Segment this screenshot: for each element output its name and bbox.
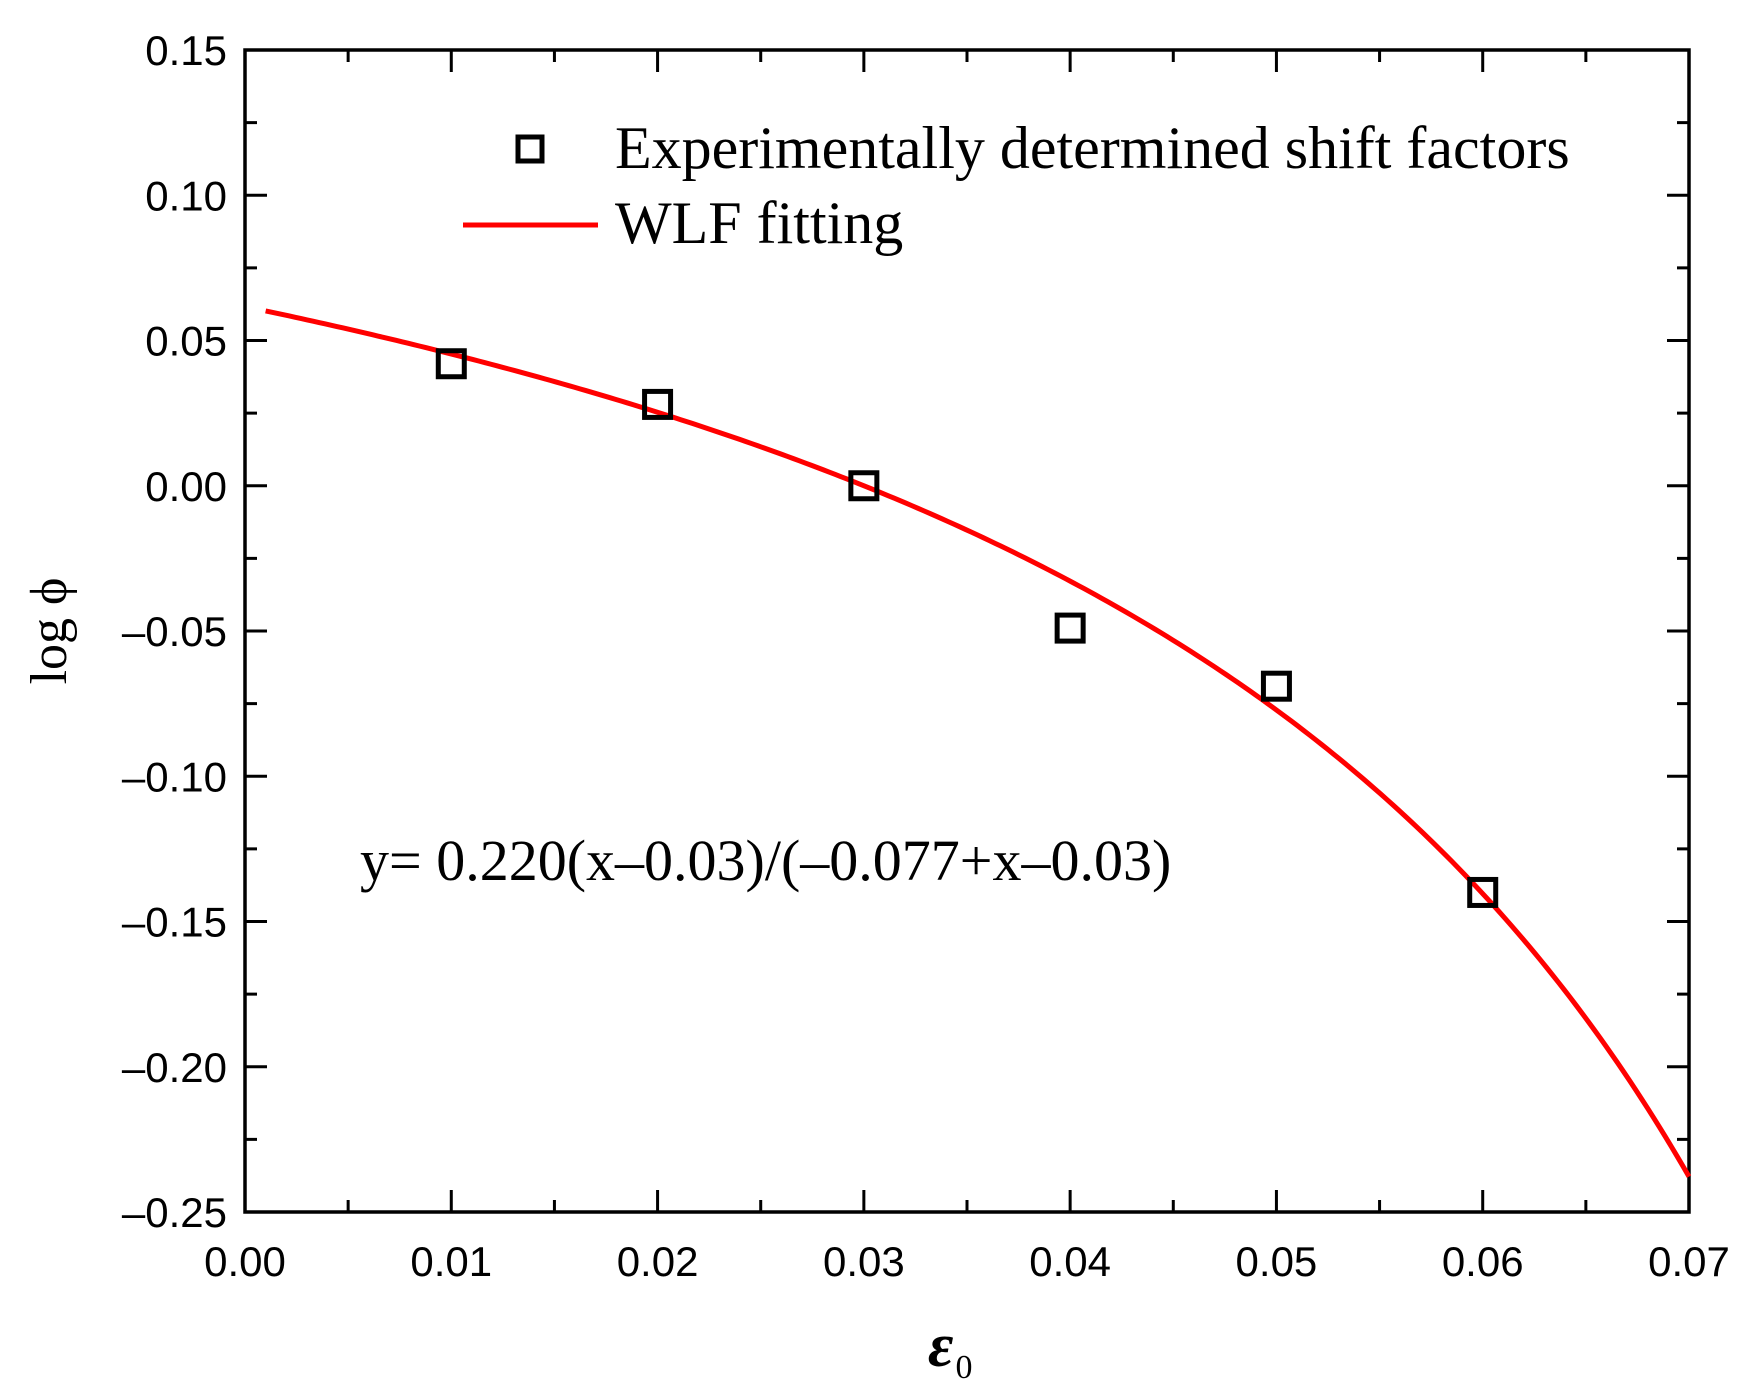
data-point	[1467, 876, 1499, 908]
x-tick-label: 0.02	[617, 1238, 699, 1285]
wlf-fit-line	[265, 308, 1692, 1178]
x-tick-label: 0.04	[1029, 1238, 1111, 1285]
x-tick-label: 0.03	[823, 1238, 905, 1285]
y-tick-label: –0.20	[122, 1044, 227, 1091]
data-point	[642, 388, 674, 420]
axis-ticks	[243, 48, 1691, 1214]
experimental-series	[435, 348, 1499, 908]
x-axis-label-subscript: 0	[955, 1349, 972, 1386]
x-tick-label: 0.05	[1236, 1238, 1318, 1285]
legend-label-experimental: Experimentally determined shift factors	[615, 115, 1570, 181]
y-tick-label: –0.05	[122, 608, 227, 655]
equation-annotation: y= 0.220(x–0.03)/(–0.077+x–0.03)	[360, 828, 1171, 893]
wlf-fit-series	[265, 308, 1692, 1178]
legend: Experimentally determined shift factors …	[463, 115, 1570, 256]
legend-label-wlf: WLF fitting	[615, 190, 903, 256]
x-tick-label: 0.00	[204, 1238, 286, 1285]
x-tick-label: 0.07	[1648, 1238, 1730, 1285]
data-point	[1054, 612, 1086, 644]
y-tick-label: 0.15	[145, 27, 227, 74]
y-tick-label: –0.10	[122, 753, 227, 800]
y-tick-label: 0.05	[145, 318, 227, 365]
x-axis-label: ε0	[928, 1312, 972, 1386]
legend-marker-experimental	[515, 134, 545, 164]
y-tick-label: 0.10	[145, 172, 227, 219]
data-point	[435, 348, 467, 380]
x-tick-label: 0.01	[410, 1238, 492, 1285]
y-tick-label: –0.25	[122, 1189, 227, 1236]
y-tick-label: 0.00	[145, 463, 227, 510]
data-point	[848, 470, 880, 502]
axis-tick-labels: 0.00 0.01 0.02 0.03 0.04 0.05 0.06 0.07 0.15 0.10…	[122, 27, 1730, 1285]
y-axis-label: log ϕ	[21, 578, 78, 685]
data-point	[1260, 670, 1292, 702]
plot-frame	[243, 48, 1691, 1214]
x-tick-label: 0.06	[1442, 1238, 1524, 1285]
y-tick-label: –0.15	[122, 899, 227, 946]
